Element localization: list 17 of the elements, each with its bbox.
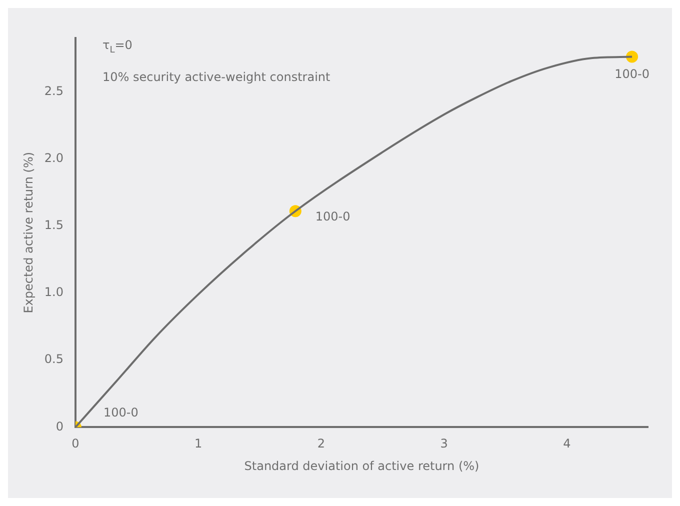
y-axis-title: Expected active return (%) [21,152,36,314]
x-tick-label: 2 [317,436,326,451]
y-tick-label: 0 [56,419,64,434]
annotation: 100-0 [103,405,138,420]
x-axis-title: Standard deviation of active return (%) [244,458,480,473]
annotation: 100-0 [315,209,350,224]
y-tick-label: 1.5 [44,218,64,232]
y-tick-label: 1.0 [44,285,64,300]
x-tick-label: 3 [440,436,448,451]
x-tick-label: 1 [194,436,202,451]
y-tick-label: 2.0 [44,150,64,165]
x-tick-label: 4 [563,436,571,451]
y-tick-label: 0.5 [44,352,64,366]
annotation: 10% security active-weight constraint [102,70,331,84]
y-tick-label: 2.5 [44,84,64,98]
annotation: 100-0 [614,66,650,81]
x-tick-label: 0 [72,436,80,451]
